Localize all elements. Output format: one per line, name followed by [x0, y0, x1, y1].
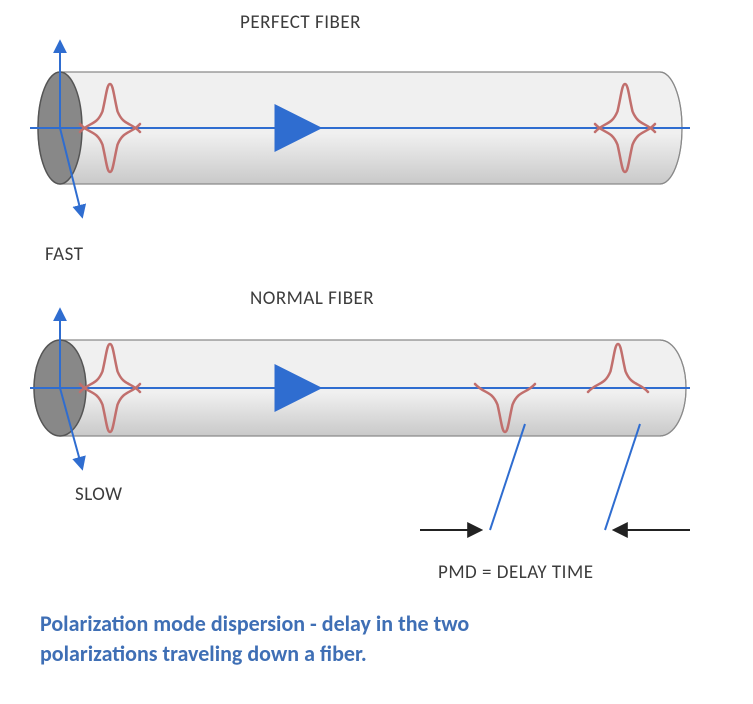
delay-marker-left	[490, 424, 525, 530]
caption-line2: polarizations traveling down a fiber.	[40, 640, 367, 667]
perfect-fiber-axes	[30, 42, 690, 216]
caption-line1: Polarization mode dispersion - delay in …	[40, 610, 469, 637]
label-perfect-fiber: PERFECT FIBER	[240, 11, 361, 34]
label-fast: FAST	[45, 243, 84, 266]
label-normal-fiber: NORMAL FIBER	[250, 287, 374, 310]
delay-marker-right	[605, 424, 640, 530]
label-pmd: PMD = DELAY TIME	[438, 561, 593, 584]
label-slow: SLOW	[75, 483, 123, 506]
